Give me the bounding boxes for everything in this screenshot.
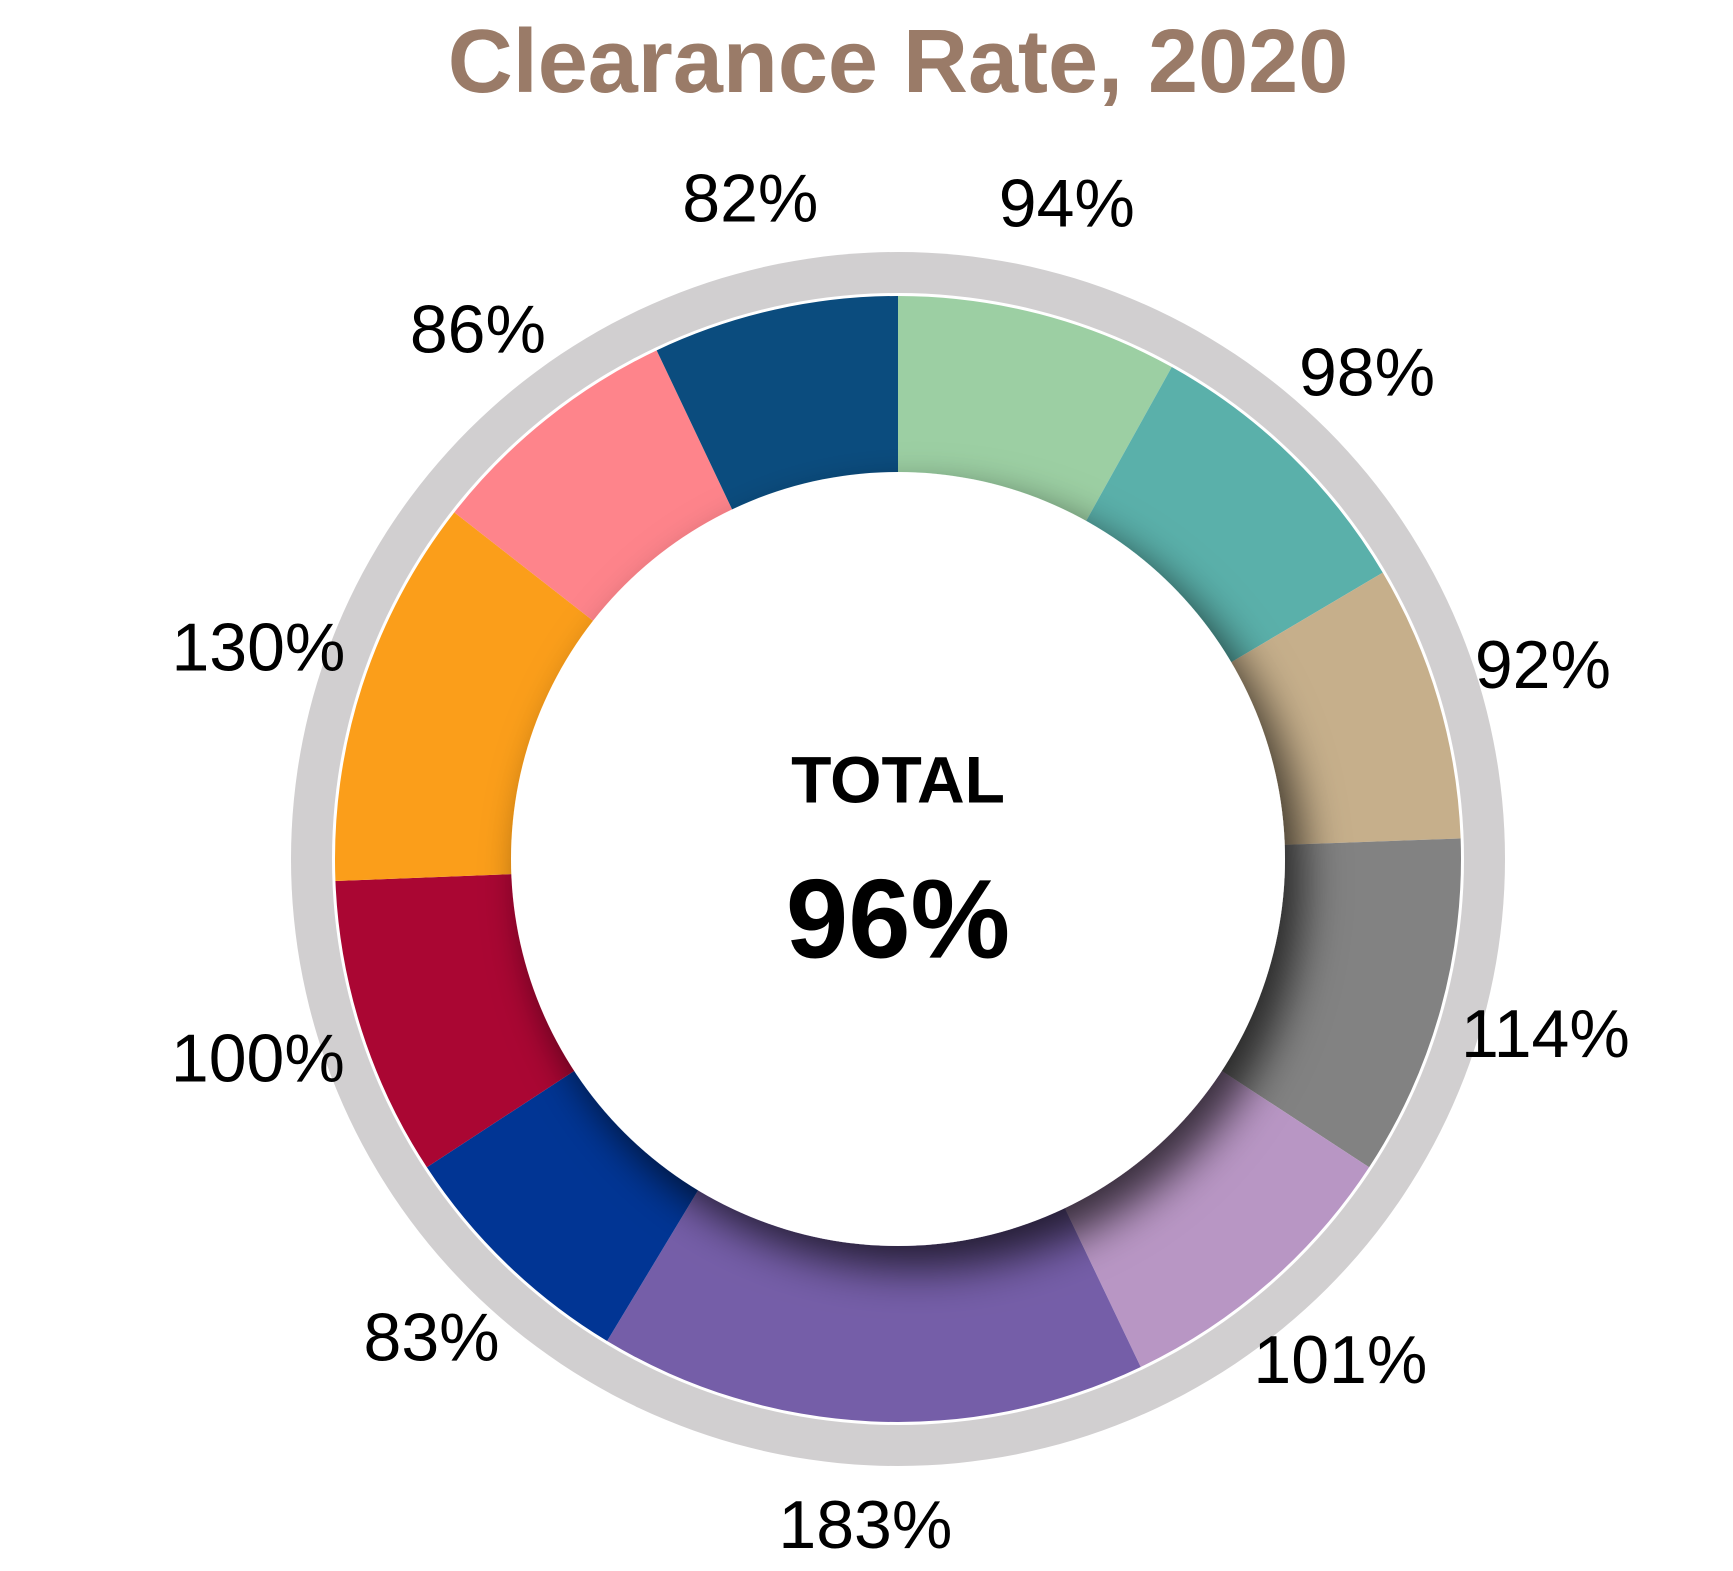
chart-title: Clearance Rate, 2020 xyxy=(448,12,1349,112)
data-label: 101% xyxy=(1253,1322,1427,1398)
center-hole xyxy=(511,472,1285,1246)
data-label: 100% xyxy=(171,1021,345,1097)
data-label: 92% xyxy=(1475,627,1611,703)
center-label: TOTAL xyxy=(791,742,1005,816)
center-value: 96% xyxy=(786,857,1010,982)
data-label: 98% xyxy=(1299,335,1435,411)
data-label: 86% xyxy=(410,291,546,367)
data-label: 82% xyxy=(682,160,818,236)
data-label: 94% xyxy=(999,166,1135,242)
data-label: 130% xyxy=(171,610,345,686)
data-label: 83% xyxy=(364,1300,500,1376)
data-label: 183% xyxy=(778,1487,952,1563)
data-label: 114% xyxy=(1461,996,1630,1072)
